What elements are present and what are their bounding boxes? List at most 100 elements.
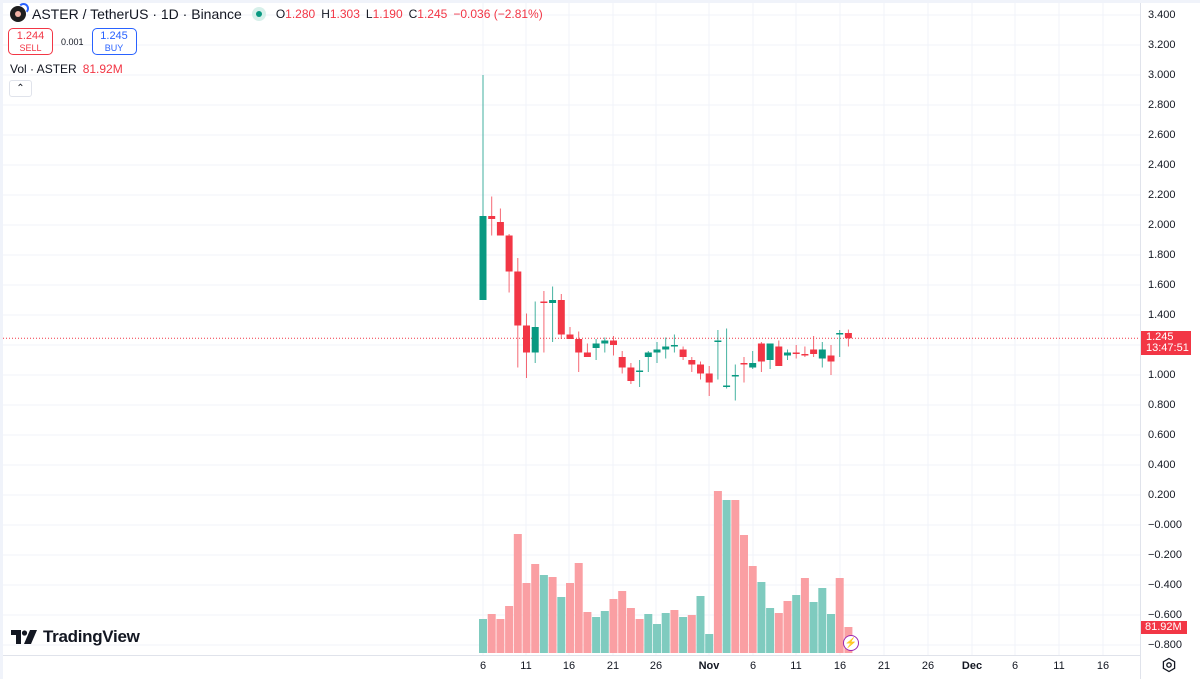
candle[interactable] [714,330,722,380]
candle[interactable] [792,345,800,359]
symbol-legend: ASTER / TetherUS · 1D · Binance O1.280 H… [10,3,543,22]
time-tick: 11 [1053,660,1065,672]
low-value: 1.190 [372,7,403,21]
time-tick: 11 [520,660,532,672]
candle[interactable] [566,327,574,339]
volume-bar [557,597,566,653]
candle[interactable] [757,342,765,372]
candle[interactable] [731,364,739,401]
open-value: 1.280 [285,7,316,21]
settings-gear-icon[interactable] [1161,657,1177,673]
candle[interactable] [818,342,826,368]
volume-bar [566,583,574,653]
buy-label: BUY [104,42,124,53]
time-axis[interactable]: 6 11 16 21 26 Nov 6 11 16 21 26 Dec 6 11 16 [3,656,1140,679]
volume-bar [687,615,696,653]
volume-bar [548,577,557,653]
candle[interactable] [496,208,504,236]
volume-bar [618,591,627,653]
high-value: 1.303 [329,7,360,21]
time-tick: 21 [606,660,620,672]
candle[interactable] [505,234,513,293]
candle[interactable] [531,301,539,364]
market-open-status-icon [251,7,266,21]
price-tick: 1.600 [1148,279,1176,291]
candle[interactable] [679,346,687,361]
candle[interactable] [479,75,487,300]
volume-bar [792,595,801,653]
candle[interactable] [523,313,530,379]
candle[interactable] [488,196,496,236]
sell-button[interactable]: 1.244 SELL [8,28,53,55]
candle[interactable] [662,337,670,359]
volume-value: 81.92M [82,62,123,76]
candle[interactable] [766,343,774,370]
time-tick: Nov [698,660,720,672]
candle[interactable] [653,342,661,363]
volume-bar [748,566,757,653]
candle[interactable] [583,343,591,358]
time-tick: Dec [961,660,983,672]
collapse-legend-button[interactable]: ⌃ [9,80,32,97]
time-tick: 26 [921,660,935,672]
candle[interactable] [697,361,704,380]
volume-bar [705,634,714,653]
tradingview-wordmark: TradingView [43,627,140,646]
volume-bar [740,535,748,653]
candle[interactable] [836,330,844,357]
sell-label: SELL [19,42,42,53]
candle[interactable] [575,331,583,373]
candle[interactable] [618,351,626,374]
candle[interactable] [688,357,696,372]
sell-price: 1.244 [16,29,45,42]
price-axis[interactable]: 3.400 3.200 3.000 2.800 2.600 2.400 2.200 2.000… [1141,0,1200,679]
symbol-title[interactable]: ASTER / TetherUS · 1D · Binance [32,6,242,22]
volume-bar [661,613,670,653]
candle[interactable] [557,294,565,339]
candle[interactable] [514,258,522,368]
candle[interactable] [844,329,852,347]
candle[interactable] [827,345,835,375]
candle[interactable] [592,339,600,360]
flash-lightning-icon[interactable]: ⚡ [843,635,859,651]
volume-bar [644,614,653,653]
candle[interactable] [636,360,644,387]
volume-bar [539,575,548,653]
candle[interactable] [540,291,548,353]
candle[interactable] [810,336,818,357]
candle[interactable] [740,357,748,383]
candle[interactable] [723,328,731,389]
candle[interactable] [627,363,635,384]
candle[interactable] [670,334,678,353]
volume-bar [670,610,679,653]
candle[interactable] [705,366,713,396]
price-axis-divider [1140,3,1141,679]
price-tick: −0.400 [1148,579,1182,591]
buy-button[interactable]: 1.245 BUY [91,28,137,55]
candle[interactable] [801,346,809,358]
spread-value: 0.001 [61,36,84,47]
candle[interactable] [784,349,791,361]
candle[interactable] [601,337,609,353]
candle[interactable] [644,351,652,372]
volume-legend[interactable]: Vol · ASTER 81.92M [10,62,123,76]
price-tick: 2.800 [1148,99,1176,111]
price-tick: 3.400 [1148,9,1176,21]
time-tick: 16 [562,660,576,672]
price-chart-canvas[interactable] [0,0,1140,656]
volume-bar [800,578,809,653]
price-tick: 2.200 [1148,189,1176,201]
price-tick: −0.200 [1148,549,1182,561]
candle[interactable] [610,336,617,356]
time-tick: 11 [790,660,802,672]
price-tick: 1.800 [1148,249,1176,261]
candle[interactable] [549,286,557,343]
volume-bar [722,500,731,653]
tradingview-logo[interactable]: TradingView [11,627,140,647]
volume-bar [513,534,522,653]
volume-bar [600,611,609,653]
candle[interactable] [749,351,757,369]
candle[interactable] [775,340,783,367]
volume-bar [522,583,531,653]
